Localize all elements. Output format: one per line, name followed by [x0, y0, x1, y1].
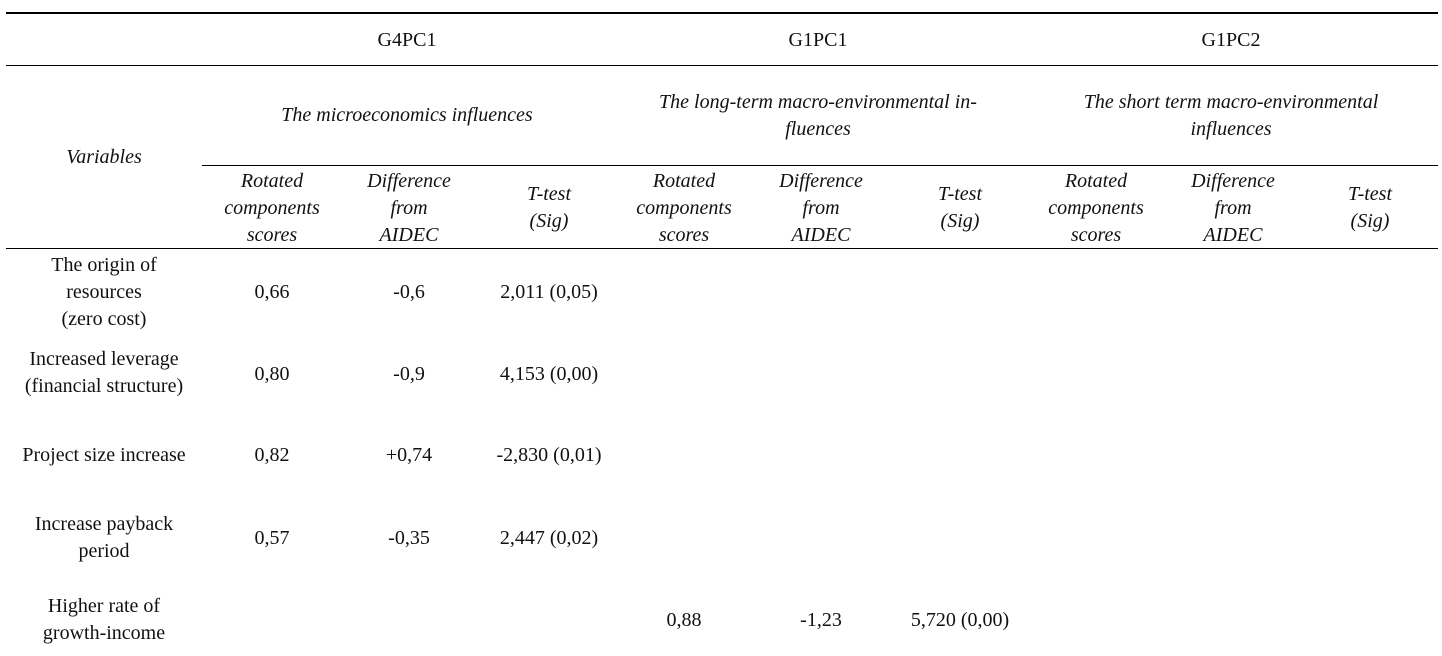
group-code-g1pc1: G1PC1: [788, 29, 848, 51]
cell-g4-ttest: -2,830 (0,01): [496, 444, 602, 466]
header-bottom-rule: [6, 248, 1438, 249]
subheader-line: Difference: [779, 170, 863, 192]
cell-g4-ttest: 2,011 (0,05): [500, 281, 598, 303]
subheader-line: scores: [246, 224, 298, 246]
subheader-difference-g4: Difference from AIDEC: [342, 168, 476, 249]
variable-line: Project size increase: [22, 444, 186, 466]
subheader-line: scores: [658, 224, 710, 246]
subheader-difference-g1pc1: Difference from AIDEC: [752, 168, 890, 249]
table-row-variable: Project size increase: [6, 442, 202, 469]
subheader-line: components: [1048, 197, 1144, 219]
variable-line: (zero cost): [61, 308, 147, 330]
subheader-line: T-test: [1347, 183, 1393, 205]
subheader-line: from: [390, 197, 428, 219]
variable-line: Increase payback: [34, 513, 174, 535]
cell-g4-score: 0,57: [254, 527, 290, 549]
subheader-line: Difference: [1191, 170, 1275, 192]
subheader-line: Rotated: [652, 170, 716, 192]
cell-g4-score: 0,66: [254, 281, 290, 303]
subheader-line: Rotated: [1064, 170, 1128, 192]
subheader-rotated-g1pc2: Rotated components scores: [1024, 168, 1168, 249]
cell-g4-diff: -0,9: [393, 363, 425, 385]
cell-g4-diff: -0,35: [388, 527, 430, 549]
subheader-line: AIDEC: [791, 224, 851, 246]
subheader-difference-g1pc2: Difference from AIDEC: [1164, 168, 1302, 249]
subheader-line: from: [1214, 197, 1252, 219]
group-title-g1pc2-line2: influences: [1190, 118, 1272, 140]
cell-g4-ttest: 4,153 (0,00): [499, 363, 599, 385]
subheader-rotated-g4: Rotated components scores: [202, 168, 342, 249]
subheader-line: (Sig): [940, 210, 980, 232]
subheader-line: AIDEC: [379, 224, 439, 246]
subheader-line: AIDEC: [1203, 224, 1263, 246]
subheader-line: scores: [1070, 224, 1122, 246]
cell-g1pc1-score: 0,88: [666, 609, 702, 631]
group-title-g1pc2-line1: The short term macro-environmental: [1083, 91, 1379, 113]
variable-line: resources: [66, 281, 142, 303]
group-header-rule: [6, 65, 1438, 66]
subheader-line: T-test: [937, 183, 983, 205]
table-row-variable: Higher rate of growth-income: [6, 593, 202, 647]
table-top-rule: [6, 12, 1438, 14]
subheader-line: components: [224, 197, 320, 219]
subheader-line: (Sig): [1350, 210, 1390, 232]
cell-g1pc1-diff: -1,23: [800, 609, 842, 631]
subheader-line: from: [802, 197, 840, 219]
cell-g4-ttest: 2,447 (0,02): [499, 527, 599, 549]
variable-line: (financial structure): [24, 375, 184, 397]
group-title-g1pc1-line1: The long-term macro-environmental in-: [659, 91, 977, 113]
group-code-g1pc2: G1PC2: [1201, 29, 1261, 51]
variable-line: period: [78, 540, 130, 562]
table-row-variable: Increase payback period: [6, 511, 202, 565]
subheader-rotated-g1pc1: Rotated components scores: [612, 168, 756, 249]
cell-g4-score: 0,82: [254, 444, 290, 466]
variable-line: Increased leverage: [29, 348, 179, 370]
subheader-ttest-g1pc2: T-test (Sig): [1302, 181, 1438, 235]
group-title-g4pc1: The microeconomics influences: [281, 104, 533, 126]
cell-g4-diff: -0,6: [393, 281, 425, 303]
subheader-line: components: [636, 197, 732, 219]
cell-g4-diff: +0,74: [385, 444, 433, 466]
group-code-g4pc1: G4PC1: [377, 29, 437, 51]
cell-g1pc1-ttest: 5,720 (0,00): [910, 609, 1010, 631]
subheader-line: Rotated: [240, 170, 304, 192]
table-row-variable: Increased leverage (financial structure): [6, 346, 202, 400]
variable-line: The origin of: [51, 254, 157, 276]
group-title-rule: [202, 165, 1438, 166]
variables-header: Variables: [66, 146, 142, 168]
group-title-g1pc1-line2: fluences: [785, 118, 851, 140]
variable-line: growth-income: [42, 622, 166, 644]
variable-line: Higher rate of: [47, 595, 161, 617]
subheader-line: Difference: [367, 170, 451, 192]
table-row-variable: The origin of resources (zero cost): [6, 252, 202, 333]
subheader-ttest-g1pc1: T-test (Sig): [890, 181, 1030, 235]
subheader-ttest-g4: T-test (Sig): [476, 181, 622, 235]
subheader-line: (Sig): [529, 210, 569, 232]
subheader-line: T-test: [526, 183, 572, 205]
cell-g4-score: 0,80: [254, 363, 290, 385]
